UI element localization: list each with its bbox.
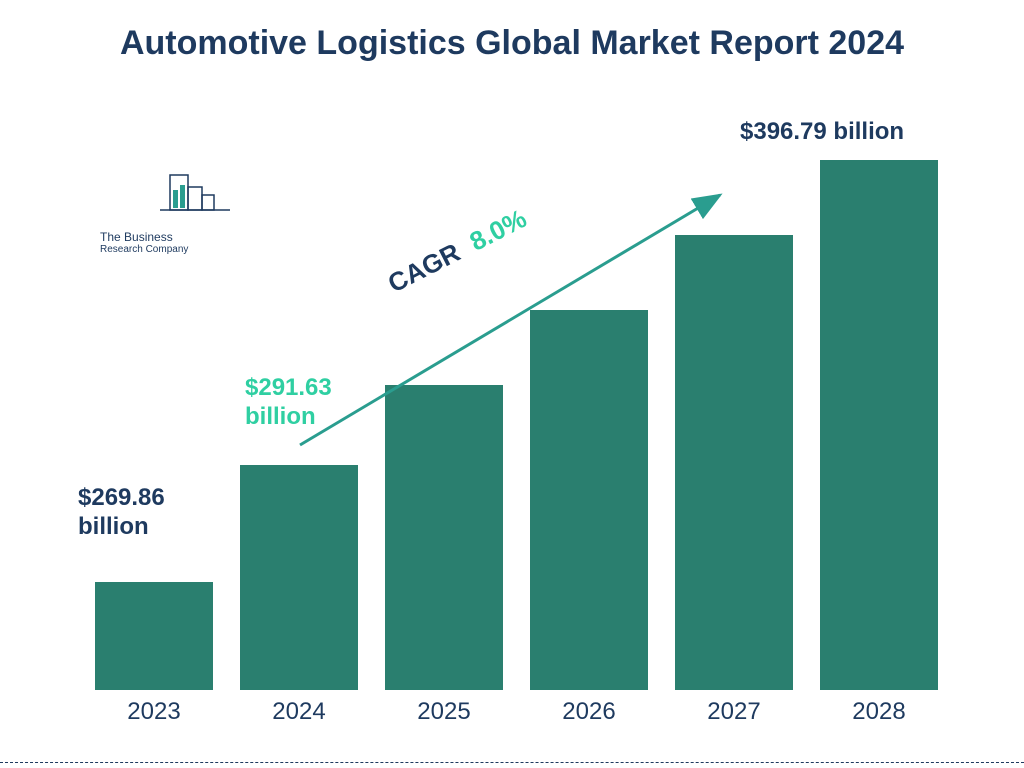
logo-line2: Research Company [100, 244, 240, 256]
bar [240, 465, 358, 690]
company-logo: The Business Research Company [100, 165, 240, 256]
footer-divider [0, 762, 1024, 763]
value-callout-2028: $396.79 billion [740, 118, 904, 147]
x-tick-label: 2028 [820, 698, 938, 726]
x-tick-label: 2024 [240, 698, 358, 726]
logo-line1: The Business [100, 230, 240, 244]
x-tick-label: 2025 [385, 698, 503, 726]
value-callout-2023: $269.86 billion [78, 484, 165, 542]
chart-title: Automotive Logistics Global Market Repor… [0, 24, 1024, 63]
callout-line: billion [245, 403, 316, 430]
cagr-text: CAGR [383, 237, 465, 298]
callout-line: $269.86 [78, 484, 165, 511]
bar [530, 310, 648, 690]
bar [675, 235, 793, 690]
bar [820, 160, 938, 690]
x-tick-label: 2026 [530, 698, 648, 726]
value-callout-2024: $291.63 billion [245, 374, 332, 432]
callout-line: $396.79 billion [740, 118, 904, 145]
cagr-label: CAGR 8.0% [383, 203, 532, 299]
x-tick-label: 2027 [675, 698, 793, 726]
callout-line: billion [78, 513, 149, 540]
x-tick-label: 2023 [95, 698, 213, 726]
bar [95, 582, 213, 690]
logo-text: The Business Research Company [100, 230, 240, 256]
cagr-value: 8.0% [465, 203, 531, 257]
bar [385, 385, 503, 690]
callout-line: $291.63 [245, 374, 332, 401]
logo-icon [100, 165, 240, 225]
